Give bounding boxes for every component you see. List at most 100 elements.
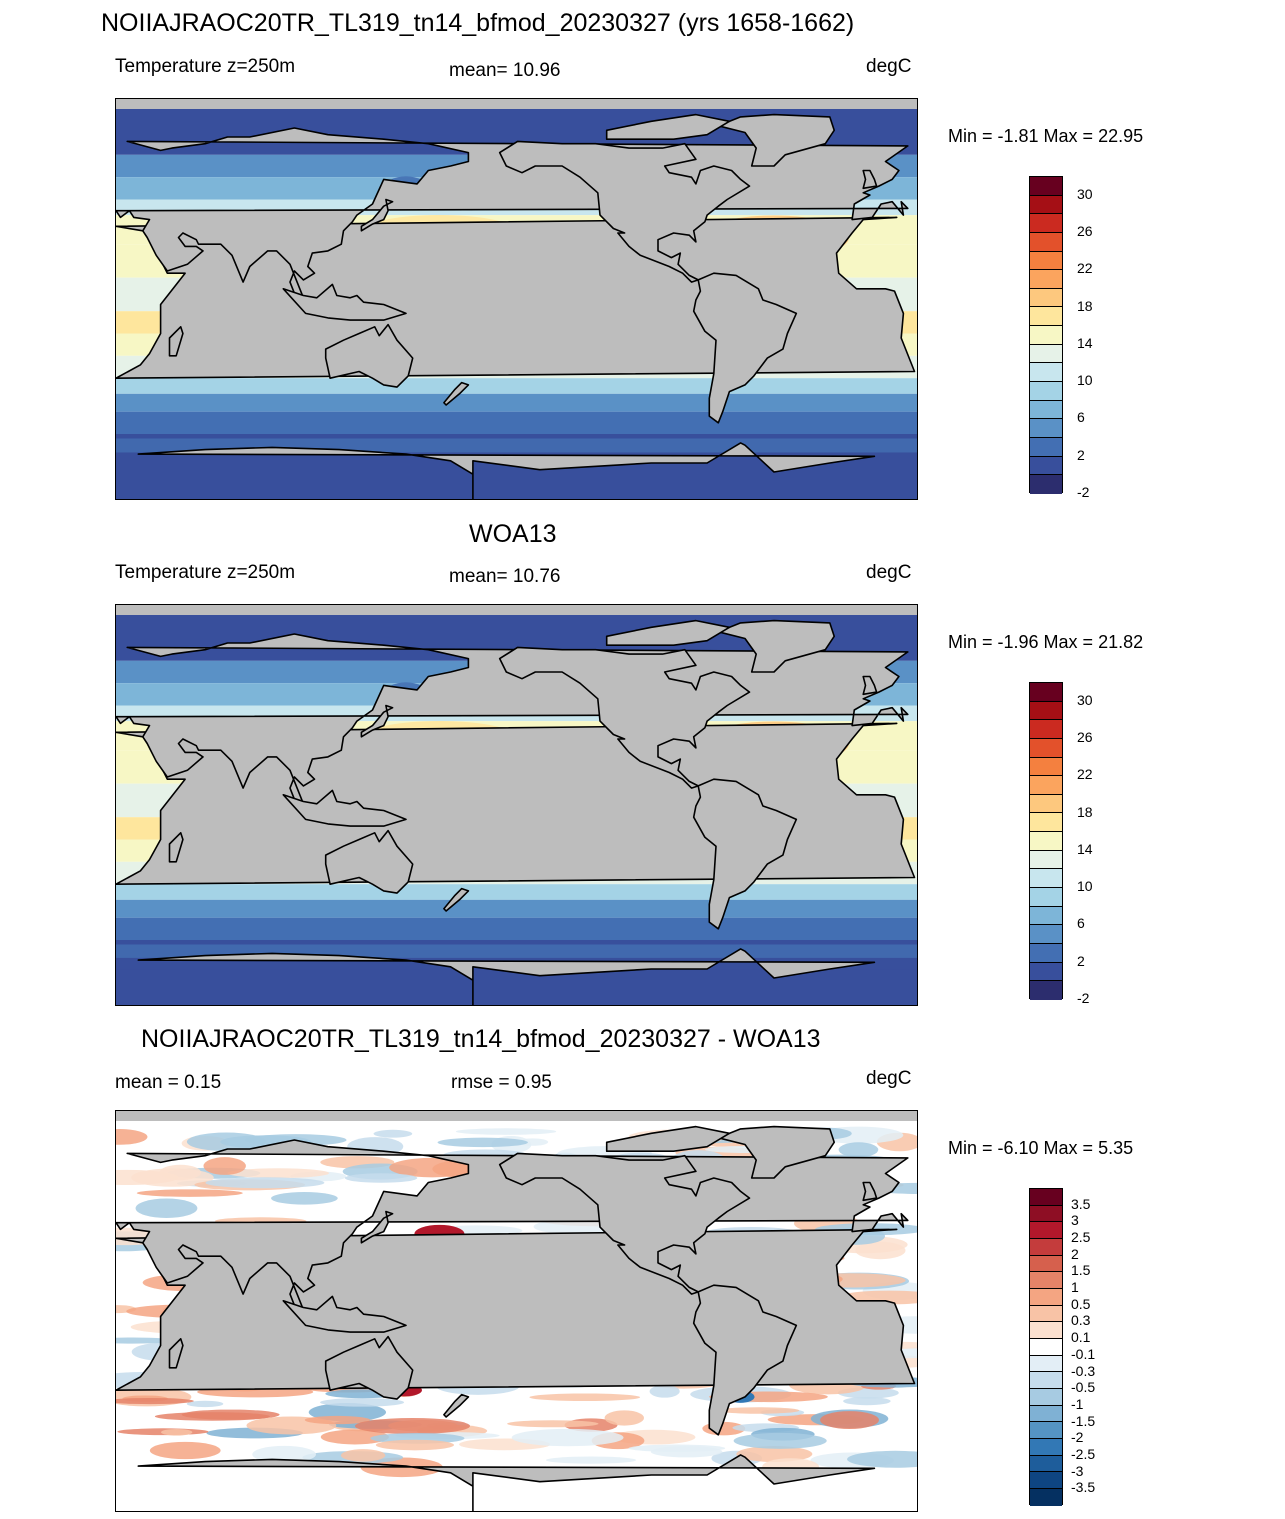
land-northAmerica (498, 140, 751, 283)
colorbar-tick-label: 0.5 (1071, 1295, 1091, 1312)
land-arcticIslands (605, 1125, 731, 1153)
colorbar-cell (1030, 251, 1062, 271)
colorbar-cell (1030, 419, 1062, 438)
colorbar-cell (1030, 1455, 1062, 1473)
land-greenland (717, 619, 836, 673)
colorbar-tick-label: -2 (1071, 1429, 1084, 1446)
panel-obs-colorbar (1029, 682, 1063, 1000)
colorbar-cell (1030, 307, 1062, 327)
land-indonesia (282, 1295, 407, 1333)
colorbar-cell (1030, 1422, 1062, 1440)
panel-model-title: NOIIAJRAOC20TR_TL319_tn14_bfmod_20230327… (101, 9, 855, 37)
colorbar-cell (1030, 1272, 1062, 1290)
land-antarctica (137, 948, 876, 1005)
colorbar-tick-label: 30 (1077, 691, 1093, 708)
panel-obs-minmax: Min = -1.96 Max = 21.82 (948, 632, 1144, 652)
colorbar-cell (1030, 794, 1062, 814)
colorbar-cell (1030, 925, 1062, 944)
panel-diff-units: degC (866, 1068, 912, 1089)
colorbar-cell (1030, 437, 1062, 457)
colorbar-tick-label: -3.5 (1071, 1479, 1096, 1496)
colorbar-cell (1030, 344, 1062, 364)
colorbar-cell (1030, 943, 1062, 963)
colorbar-cell (1030, 888, 1062, 907)
colorbar-tick-label: 1 (1071, 1279, 1079, 1296)
land-southAmerica (692, 272, 798, 424)
panel-model-map (115, 98, 918, 500)
land-indonesia (282, 789, 407, 827)
panel-obs-mean: mean= 10.76 (449, 566, 561, 587)
colorbar-tick-label: 3 (1071, 1212, 1079, 1229)
land-madagascar (168, 326, 184, 357)
colorbar-tick-label: 2 (1077, 952, 1085, 969)
colorbar-cell (1030, 232, 1062, 252)
colorbar-tick-label: 0.1 (1071, 1329, 1091, 1346)
land-indonesia (282, 283, 407, 321)
panel-diff-title: NOIIAJRAOC20TR_TL319_tn14_bfmod_20230327… (141, 1025, 821, 1053)
panel-diff-map (115, 1110, 918, 1512)
land-southAmerica (692, 1284, 798, 1436)
land-australia (324, 323, 414, 388)
land-japan (360, 704, 394, 738)
colorbar-tick-label: 30 (1077, 185, 1093, 202)
colorbar-cell (1030, 1355, 1062, 1373)
land-nz (443, 1393, 470, 1418)
colorbar-cell (1030, 757, 1062, 777)
panel-model-colorbar (1029, 176, 1063, 494)
colorbar-cell (1030, 683, 1062, 702)
colorbar-cell (1030, 1439, 1062, 1456)
colorbar-cell (1030, 456, 1062, 476)
colorbar-tick-label: 2.5 (1071, 1229, 1091, 1246)
panel-obs-title: WOA13 (469, 520, 557, 548)
colorbar-tick-label: 10 (1077, 372, 1093, 389)
colorbar-cell (1030, 1472, 1062, 1490)
colorbar-cell (1030, 270, 1062, 289)
colorbar-tick-label: 18 (1077, 297, 1093, 314)
colorbar-cell (1030, 813, 1062, 833)
colorbar-tick-label: 2 (1077, 446, 1085, 463)
colorbar-cell (1030, 1339, 1062, 1356)
colorbar-tick-label: 6 (1077, 409, 1085, 426)
colorbar-cell (1030, 214, 1062, 233)
panel-diff-minmax: Min = -6.10 Max = 5.35 (948, 1138, 1134, 1158)
land-uk (862, 675, 878, 696)
colorbar-cell (1030, 850, 1062, 870)
land-madagascar (168, 832, 184, 863)
colorbar-cell (1030, 363, 1062, 383)
colorbar-cell (1030, 701, 1062, 721)
panel-diff-colorbar (1029, 1188, 1063, 1506)
panel-model-variable-label: Temperature z=250m (115, 56, 296, 77)
land-arcticIslands (605, 113, 731, 141)
colorbar-tick-label: -2.5 (1071, 1445, 1096, 1462)
land-australia (324, 829, 414, 894)
colorbar-tick-label: -3 (1071, 1462, 1084, 1479)
colorbar-cell (1030, 1255, 1062, 1273)
colorbar-cell (1030, 400, 1062, 420)
colorbar-tick-label: 1.5 (1071, 1262, 1091, 1279)
land-greenland (717, 1125, 836, 1179)
colorbar-tick-label: 22 (1077, 260, 1093, 277)
colorbar-cell (1030, 720, 1062, 739)
colorbar-cell (1030, 326, 1062, 345)
colorbar-tick-label: 3.5 (1071, 1195, 1091, 1212)
panel-model-minmax: Min = -1.81 Max = 22.95 (948, 126, 1144, 146)
panel-diff-mean: mean = 0.15 (115, 1072, 222, 1093)
colorbar-cell (1030, 776, 1062, 795)
colorbar-cell (1030, 1372, 1062, 1390)
land-antarctica (137, 442, 876, 499)
land-greenland (717, 113, 836, 167)
land-uk (862, 1181, 878, 1202)
map-canvas (116, 1111, 917, 1511)
land-uk (862, 169, 878, 190)
land-northAmerica (498, 646, 751, 789)
panel-obs-units: degC (866, 562, 912, 583)
colorbar-tick-label: 0.3 (1071, 1312, 1091, 1329)
land-madagascar (168, 1338, 184, 1369)
colorbar-cell (1030, 195, 1062, 215)
land-australia (324, 1335, 414, 1400)
colorbar-cell (1030, 1389, 1062, 1406)
land-japan (360, 1210, 394, 1244)
colorbar-cell (1030, 475, 1062, 494)
colorbar-cell (1030, 1322, 1062, 1340)
colorbar-tick-label: 10 (1077, 878, 1093, 895)
